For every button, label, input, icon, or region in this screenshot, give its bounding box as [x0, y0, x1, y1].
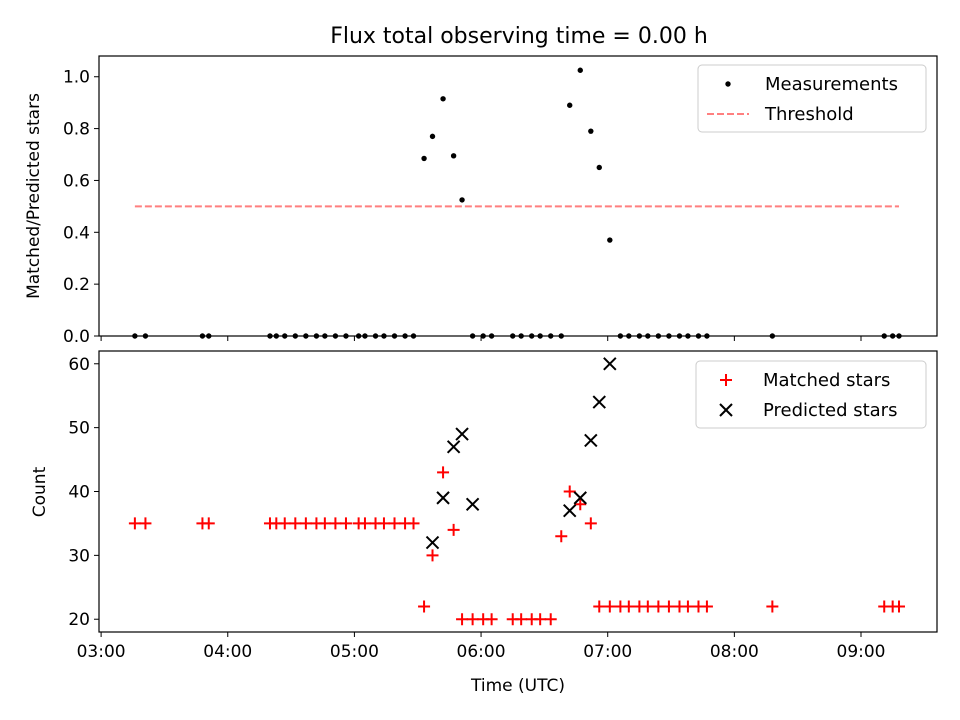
top-y-tick-label: 0.0 — [63, 327, 90, 347]
matched-star-point — [339, 517, 352, 530]
matched-star-point — [603, 600, 616, 613]
matched-star-point — [555, 530, 568, 543]
measurement-point — [596, 164, 602, 171]
matched-star-point — [329, 517, 342, 530]
matched-star-point — [593, 600, 606, 613]
matched-star-point — [584, 517, 597, 530]
legend-matched-label: Matched stars — [763, 370, 890, 391]
matched-star-point — [652, 600, 665, 613]
bottom-x-tick-label: 04:00 — [203, 642, 252, 662]
matched-star-point — [622, 600, 635, 613]
bottom-x-tick-label: 08:00 — [710, 642, 759, 662]
matched-star-point — [289, 517, 302, 530]
top-legend-box — [697, 64, 927, 133]
predicted-star-point — [425, 535, 440, 550]
matched-star-point — [700, 600, 713, 613]
matched-star-point — [662, 600, 675, 613]
bottom-y-axis: 20 30 40 50 60 — [68, 355, 99, 630]
legend-predicted-marker — [719, 403, 733, 417]
matched-star-point — [278, 517, 291, 530]
matched-star-point — [681, 600, 694, 613]
bottom-x-tick-label: 05:00 — [330, 642, 379, 662]
measurement-point — [459, 197, 465, 203]
measurement-point — [429, 133, 436, 140]
matched-star-point — [544, 613, 557, 626]
measurement-point — [607, 237, 613, 243]
top-axes-frame — [98, 55, 938, 337]
bottom-y-tick-label: 30 — [68, 546, 90, 566]
bottom-panel: 20 30 40 50 60 03:00 04:00 05:00 06:00 07:00 08:0… — [30, 350, 938, 696]
predicted-star-point — [603, 357, 617, 371]
bottom-y-tick-label: 20 — [68, 610, 90, 630]
bottom-x-tick-label: 07:00 — [583, 642, 632, 662]
measurement-point — [567, 102, 573, 108]
matched-star-point — [388, 517, 401, 530]
predicted-star-point — [573, 491, 587, 505]
top-x-axis — [100, 336, 862, 341]
matched-star-point — [139, 517, 152, 530]
matched-star-point — [641, 600, 654, 613]
bottom-y-tick-label: 50 — [68, 419, 90, 439]
figure-title: Flux total observing time = 0.00 h — [330, 24, 708, 49]
bottom-y-axis-label: Count — [30, 466, 50, 517]
matched-star-point — [766, 600, 779, 613]
matched-star-point — [466, 613, 479, 626]
legend-threshold-label: Threshold — [764, 104, 854, 125]
matched-star-point — [515, 613, 528, 626]
predicted-star-point — [455, 427, 469, 441]
matched-star-point — [407, 517, 420, 530]
measurement-point — [440, 96, 446, 102]
top-y-tick-label: 0.8 — [63, 120, 90, 140]
matched-star-point — [893, 600, 906, 613]
predicted-star-point — [465, 497, 480, 511]
matched-star-point — [299, 517, 312, 530]
matched-star-point — [318, 517, 331, 530]
bottom-x-axis: 03:00 04:00 05:00 06:00 07:00 08:00 09:00 — [77, 632, 886, 662]
top-y-axis-label: Matched/Predicted stars — [24, 93, 44, 299]
top-y-axis: 0.0 0.2 0.4 0.6 0.8 1.0 — [63, 68, 99, 347]
bottom-y-tick-label: 60 — [68, 355, 90, 375]
bottom-y-tick-label: 40 — [68, 483, 90, 503]
matched-star-point — [426, 549, 439, 562]
matched-star-point — [563, 485, 576, 498]
legend-measurements-marker — [725, 81, 731, 87]
predicted-star-point — [446, 440, 461, 454]
bottom-legend-box — [695, 360, 927, 429]
matched-star-point — [485, 613, 498, 626]
legend-measurements-label: Measurements — [765, 74, 898, 95]
predicted-star-point — [584, 433, 598, 448]
matched-star-point — [437, 466, 450, 479]
matched-star-point — [447, 523, 460, 536]
matched-star-point — [418, 600, 431, 613]
measurement-point — [588, 128, 594, 134]
top-legend: Measurements Threshold — [697, 64, 927, 133]
bottom-legend: Matched stars Predicted stars — [695, 360, 927, 429]
predicted-star-point — [436, 491, 450, 505]
bottom-plot-marks — [128, 357, 906, 626]
top-y-tick-label: 1.0 — [63, 68, 90, 88]
measurement-point — [577, 67, 583, 73]
matched-star-point — [456, 613, 469, 626]
top-y-tick-label: 0.2 — [63, 275, 90, 295]
bottom-x-tick-label: 09:00 — [837, 642, 886, 662]
predicted-star-point — [592, 395, 606, 409]
top-panel: 0.0 0.2 0.4 0.6 0.8 1.0 Matched/Predicted sta… — [24, 55, 938, 347]
matched-star-point — [128, 517, 141, 530]
top-y-tick-label: 0.4 — [63, 223, 90, 243]
legend-matched-marker — [720, 374, 732, 386]
matched-star-point — [574, 498, 587, 511]
legend-predicted-label: Predicted stars — [763, 400, 897, 421]
matched-star-point — [358, 517, 371, 530]
matched-star-point — [202, 517, 215, 530]
bottom-x-tick-label: 03:00 — [77, 642, 126, 662]
matched-star-point — [534, 613, 547, 626]
bottom-x-axis-label: Time (UTC) — [470, 676, 565, 696]
top-y-tick-label: 0.6 — [63, 171, 90, 191]
measurement-point — [421, 155, 427, 162]
predicted-star-point — [563, 503, 577, 518]
bottom-x-tick-label: 06:00 — [457, 642, 506, 662]
measurement-point — [450, 153, 457, 159]
matched-star-point — [377, 517, 390, 530]
